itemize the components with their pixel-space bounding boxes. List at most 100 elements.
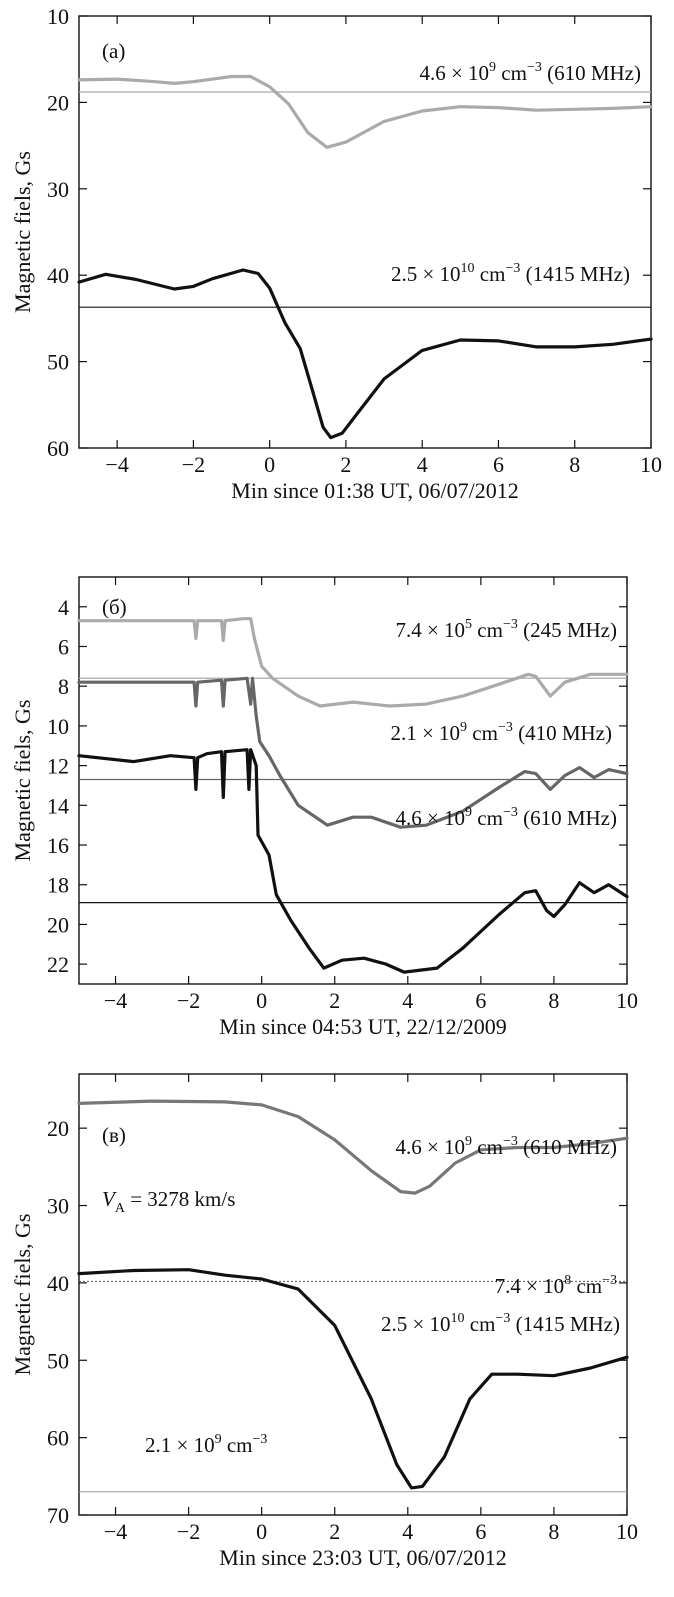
series-label-base: 2.1 × 10 (390, 721, 460, 745)
series-label-freq: (610 MHz) (518, 806, 617, 830)
y-tick-label: 18 (47, 873, 69, 898)
series-label-freq: (1415 MHz) (510, 1312, 620, 1336)
va-subscript: A (115, 1201, 126, 1216)
x-tick-label: 8 (548, 1519, 559, 1544)
series-label-unit: cm (472, 1135, 503, 1159)
series-label: 7.4 × 105 cm−3 (245 MHz) (395, 617, 617, 642)
x-tick-label: 2 (329, 988, 340, 1013)
va-label: VA = 3278 km/s (102, 1187, 235, 1216)
va-symbol: V (102, 1187, 117, 1211)
x-tick-label: 10 (640, 452, 662, 477)
x-tick-label: −4 (105, 452, 128, 477)
x-tick-label: 0 (264, 452, 275, 477)
series-label-base: 4.6 × 10 (419, 61, 489, 85)
va-value: = 3278 km/s (125, 1187, 235, 1211)
series-label-unit-sup: −3 (527, 60, 542, 75)
x-tick-label: 6 (493, 452, 504, 477)
x-tick-label: 8 (569, 452, 580, 477)
x-tick-label: 4 (417, 452, 428, 477)
y-tick-label: 6 (58, 634, 69, 659)
series-line (77, 1268, 629, 1490)
series-label-freq: (1415 MHz) (520, 262, 630, 286)
x-tick-label: −4 (104, 988, 127, 1013)
y-tick-label: 20 (47, 1116, 69, 1141)
panel-label: (б) (102, 595, 127, 619)
y-axis-title: Magnetic fiels, Gs (10, 151, 35, 313)
x-tick-label: 2 (329, 1519, 340, 1544)
series-line (77, 1099, 629, 1195)
reference-label: 7.4 × 108 cm−3 (495, 1273, 617, 1298)
x-tick-label: −2 (177, 988, 200, 1013)
x-tick-label: 6 (475, 1519, 486, 1544)
y-axis-title: Magnetic fiels, Gs (10, 700, 35, 862)
reference-label: 2.1 × 109 cm−3 (145, 1432, 267, 1457)
y-tick-label: 8 (58, 674, 69, 699)
series-line (77, 617, 629, 708)
series-label-base: 2.5 × 10 (381, 1312, 451, 1336)
chart-panel-1: −4 −2 0 2 4 6 8 10 10 20 30 40 50 60 Min since 01:38 U… (10, 4, 662, 503)
y-tick-label: 30 (47, 177, 69, 202)
series-label-sup: 9 (465, 1134, 472, 1149)
y-tick-label: 40 (47, 1271, 69, 1296)
x-tick-label: 6 (475, 988, 486, 1013)
plot-frame (78, 1073, 628, 1516)
x-tick-label: 0 (256, 988, 267, 1013)
series-label: 2.1 × 109 cm−3 (410 MHz) (390, 720, 612, 745)
y-tick-label: 20 (47, 90, 69, 115)
series-line (77, 74, 653, 149)
plot-frame (78, 576, 628, 985)
series-label: 4.6 × 109 cm−3 (610 MHz) (419, 60, 641, 85)
x-tick-label: 10 (616, 1519, 638, 1544)
x-tick-label: 4 (402, 1519, 413, 1544)
chart-panel-2: −4 −2 0 2 4 6 8 10 4 6 8 10 12 14 16 18 20 22 Min since 04… (10, 576, 638, 1039)
reference-label-unit: cm (222, 1433, 253, 1457)
x-axis-title: Min since 23:03 UT, 06/07/2012 (219, 1545, 506, 1570)
x-tick-label: −4 (104, 1519, 127, 1544)
y-tick-label: 16 (47, 833, 69, 858)
chart-panel-3: −4 −2 0 2 4 6 8 10 20 30 40 50 60 70 Min since 23:03 U… (10, 1073, 638, 1570)
series-line (77, 268, 653, 440)
series-label-unit-sup: −3 (503, 1134, 518, 1149)
series-label-unit: cm (472, 618, 503, 642)
y-tick-label: 70 (47, 1503, 69, 1528)
series-label-base: 7.4 × 10 (395, 618, 465, 642)
x-tick-label: 0 (256, 1519, 267, 1544)
series-label-unit-sup: −3 (505, 261, 520, 276)
series-label: 2.5 × 1010 cm−3 (1415 MHz) (391, 261, 630, 286)
series-label-sup: 5 (465, 617, 472, 632)
series-label-unit-sup: −3 (503, 805, 518, 820)
series-label-unit: cm (472, 806, 503, 830)
series-label: 4.6 × 109 cm−3 (610 MHz) (395, 1134, 617, 1159)
y-tick-label: 30 (47, 1194, 69, 1219)
y-tick-label: 20 (47, 912, 69, 937)
y-tick-label: 60 (47, 436, 69, 461)
series-label-sup: 10 (451, 1311, 465, 1326)
reference-label-unit-sup: −3 (253, 1432, 268, 1447)
series-label-unit: cm (467, 721, 498, 745)
x-axis-title: Min since 01:38 UT, 06/07/2012 (231, 478, 518, 503)
series-label-freq: (610 MHz) (542, 61, 641, 85)
x-tick-label: 4 (402, 988, 413, 1013)
x-tick-label: −2 (182, 452, 205, 477)
series-label-freq: (610 MHz) (518, 1135, 617, 1159)
x-axis-title: Min since 04:53 UT, 22/12/2009 (219, 1014, 506, 1039)
series-label-base: 2.5 × 10 (391, 262, 461, 286)
series-label-unit-sup: −3 (498, 720, 513, 735)
y-tick-label: 12 (47, 754, 69, 779)
reference-label-base: 7.4 × 10 (495, 1274, 565, 1298)
series-label-unit: cm (475, 262, 506, 286)
series-label-freq: (410 MHz) (513, 721, 612, 745)
reference-label-sup: 8 (564, 1273, 571, 1288)
y-tick-label: 14 (47, 793, 69, 818)
panel-label: (a) (102, 39, 125, 63)
series-label-base: 4.6 × 10 (395, 1135, 465, 1159)
x-tick-label: 2 (340, 452, 351, 477)
series-label-freq: (245 MHz) (518, 618, 617, 642)
series-label-sup: 10 (461, 261, 475, 276)
reference-label-base: 2.1 × 10 (145, 1433, 215, 1457)
x-tick-label: 8 (548, 988, 559, 1013)
y-tick-label: 40 (47, 263, 69, 288)
series-label: 4.6 × 109 cm−3 (610 MHz) (395, 805, 617, 830)
reference-label-sup: 9 (215, 1432, 222, 1447)
